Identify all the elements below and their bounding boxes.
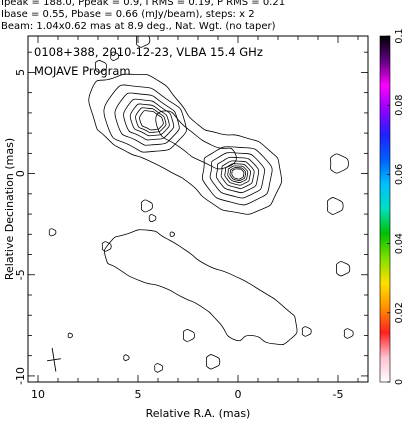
noise-contour <box>94 59 107 73</box>
y-tick-label: -5 <box>14 269 27 280</box>
plot-subtitle: MOJAVE Program <box>34 64 131 78</box>
noise-contour <box>67 332 74 339</box>
noise-contour <box>148 214 157 223</box>
header-line-1: Ipeak = 188.0, Ppeak = 0.9, I RMS = 0.19… <box>1 0 286 8</box>
x-tick-label: 5 <box>135 388 142 401</box>
plot-title: 0108+388, 2010-12-23, VLBA 15.4 GHz <box>34 45 263 59</box>
colorbar-tick-label: 0.04 <box>394 233 405 254</box>
y-tick-label: -10 <box>14 367 27 385</box>
beam-marker <box>47 347 61 372</box>
contour-level <box>135 107 167 133</box>
y-axis-label: Relative Decination (mas) <box>3 138 16 280</box>
noise-contour <box>330 153 349 174</box>
colorbar <box>379 35 391 383</box>
contour-level <box>229 167 247 182</box>
noise-contour <box>205 354 221 370</box>
colorbar-tick-label: 0.08 <box>394 95 405 116</box>
noise-contour <box>110 51 120 61</box>
header-line-2: Ibase = 0.55, Pbase = 0.66 (mJy/beam), s… <box>1 9 255 20</box>
colorbar-tick-label: 0.02 <box>394 302 405 323</box>
contour-level <box>227 165 249 184</box>
contour-level <box>231 168 245 180</box>
noise-contour <box>182 329 195 342</box>
x-tick-label: 10 <box>31 388 45 401</box>
contour-level <box>220 160 255 189</box>
colorbar-tick-label: 0.1 <box>394 28 405 43</box>
contour-level <box>224 163 251 186</box>
contour-level <box>123 98 175 141</box>
y-tick-label: 5 <box>14 69 27 76</box>
noise-contour <box>48 228 57 237</box>
y-tick-label: 0 <box>14 170 27 177</box>
contour-level <box>103 229 298 346</box>
colorbar-ticks: 0 0.02 0.04 0.06 0.08 0.1 <box>387 28 405 385</box>
noise-contour <box>301 326 312 337</box>
noise-contour <box>326 197 344 215</box>
noise-contour <box>154 363 164 373</box>
noise-contour <box>101 241 112 252</box>
x-tick-label: -5 <box>333 388 344 401</box>
contour-level <box>209 152 265 199</box>
plot-frame <box>27 35 369 383</box>
noise-contour <box>123 354 130 361</box>
contour-level <box>88 73 283 215</box>
contour-level <box>129 103 170 137</box>
noise-contour <box>169 231 176 238</box>
x-tick-label: 0 <box>235 388 242 401</box>
contour-layer <box>48 36 354 373</box>
contour-level <box>215 156 260 194</box>
contour-level <box>201 146 273 206</box>
colorbar-tick-label: 0 <box>394 379 405 385</box>
contour-level <box>103 84 187 153</box>
noise-contour <box>343 328 354 339</box>
header-line-3: Beam: 1.04x0.62 mas at 8.9 deg., Nat. Wg… <box>1 21 276 32</box>
noise-contour <box>135 36 151 48</box>
noise-contour <box>335 261 351 277</box>
colorbar-tick-label: 0.06 <box>394 164 405 185</box>
x-axis-label: Relative R.A. (mas) <box>146 407 251 420</box>
y-axis-ticks: 5 0 -5 -10 <box>14 51 368 385</box>
contour-level <box>155 110 237 170</box>
contour-level <box>139 110 164 131</box>
x-axis-ticks: 10 5 0 -5 <box>31 36 359 401</box>
contour-level <box>114 92 180 146</box>
noise-contour <box>140 199 153 213</box>
beam-minor-axis <box>47 358 61 362</box>
